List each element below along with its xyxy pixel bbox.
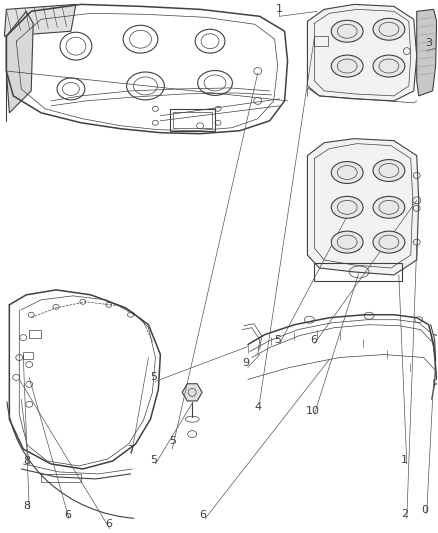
Bar: [41, 474, 81, 482]
Text: 6: 6: [64, 510, 71, 520]
Text: 8: 8: [24, 456, 31, 466]
Ellipse shape: [373, 55, 405, 77]
Polygon shape: [307, 4, 417, 101]
Text: 1: 1: [276, 4, 283, 14]
Text: 6: 6: [105, 519, 112, 529]
Ellipse shape: [373, 196, 405, 218]
Ellipse shape: [331, 55, 363, 77]
Text: 5: 5: [150, 373, 157, 382]
Bar: [23, 352, 33, 359]
Bar: [314, 263, 402, 281]
Ellipse shape: [373, 159, 405, 181]
Text: 5: 5: [169, 436, 176, 446]
Text: 0: 0: [421, 505, 428, 515]
Ellipse shape: [331, 196, 363, 218]
Polygon shape: [307, 139, 419, 275]
Text: 6: 6: [310, 335, 317, 345]
Polygon shape: [417, 10, 437, 96]
Text: 6: 6: [200, 510, 207, 520]
Text: 9: 9: [242, 359, 249, 368]
Text: 10: 10: [305, 406, 319, 416]
Text: 8: 8: [24, 500, 31, 511]
Polygon shape: [7, 11, 33, 113]
Text: 5: 5: [150, 455, 157, 465]
Polygon shape: [182, 384, 202, 401]
Bar: [29, 330, 41, 337]
Text: 5: 5: [274, 335, 281, 345]
Bar: [173, 112, 212, 128]
Ellipse shape: [373, 231, 405, 253]
Ellipse shape: [373, 18, 405, 40]
Ellipse shape: [331, 231, 363, 253]
Bar: [314, 36, 328, 46]
Text: 1: 1: [401, 455, 408, 465]
Polygon shape: [4, 4, 76, 36]
Text: 3: 3: [425, 38, 432, 48]
Bar: [170, 109, 215, 131]
Text: 7: 7: [127, 445, 134, 455]
Ellipse shape: [331, 20, 363, 42]
Text: 2: 2: [401, 508, 408, 519]
Ellipse shape: [331, 161, 363, 183]
Text: 4: 4: [254, 402, 261, 412]
